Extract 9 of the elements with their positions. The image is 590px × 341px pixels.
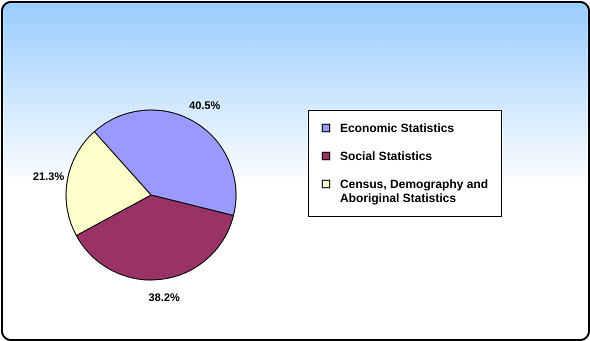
pie-slice xyxy=(94,110,236,216)
pie-slice xyxy=(76,194,234,280)
data-label: 38.2% xyxy=(148,292,180,304)
data-label: 21.3% xyxy=(32,171,64,184)
legend-label: Census, Demography and Aboriginal Statistics xyxy=(340,177,488,205)
data-label: 40.5% xyxy=(189,100,220,112)
legend-label: Economic Statistics xyxy=(340,121,454,135)
pie-slice xyxy=(66,131,152,236)
legend-label: Social Statistics xyxy=(340,149,432,163)
